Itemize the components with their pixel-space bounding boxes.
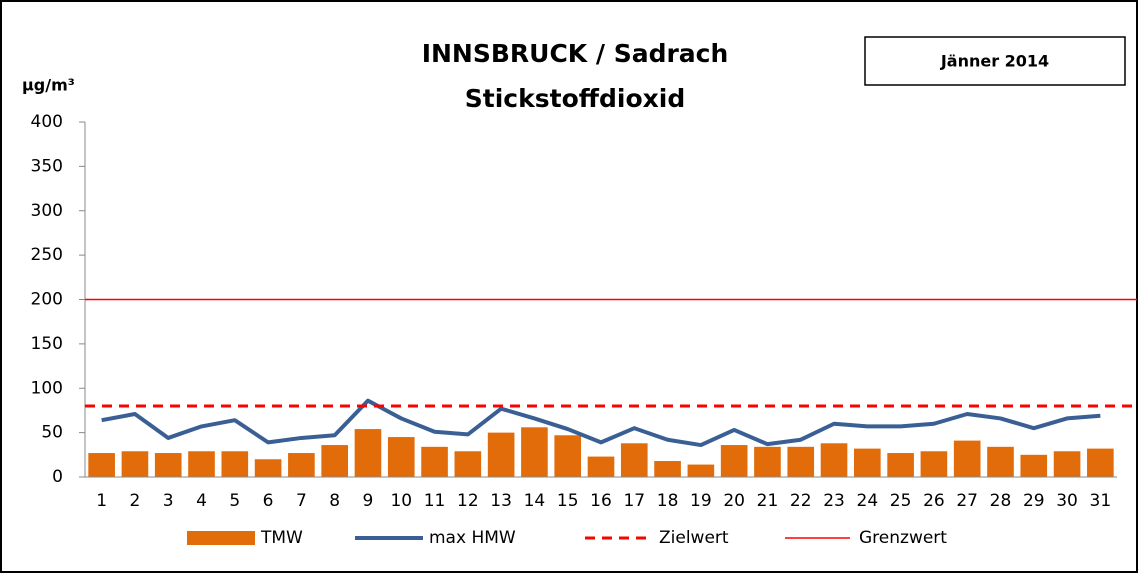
bar: [521, 427, 548, 477]
chart-subtitle: Stickstoffdioxid: [465, 84, 685, 113]
x-tick-label: 30: [1056, 491, 1078, 511]
x-tick-label: 14: [524, 491, 546, 511]
bar: [421, 446, 448, 477]
bar: [154, 453, 182, 477]
y-tick-label: 200: [31, 290, 63, 310]
x-tick-label: 10: [390, 491, 412, 511]
bar: [587, 456, 615, 477]
bar: [820, 443, 848, 477]
bar: [354, 429, 382, 477]
bar: [121, 451, 149, 477]
x-tick-label: 20: [723, 491, 745, 511]
y-tick-label: 350: [31, 156, 63, 176]
bar: [654, 461, 681, 477]
x-tick-label: 18: [657, 491, 679, 511]
bar: [787, 446, 815, 477]
x-tick-label: 24: [857, 491, 879, 511]
y-axis-label: µg/m³: [22, 76, 75, 95]
bar: [254, 459, 282, 477]
legend-label: max HMW: [429, 528, 516, 548]
bar: [720, 445, 748, 477]
bar: [387, 437, 415, 477]
bar: [221, 451, 249, 477]
bar: [487, 432, 515, 477]
x-tick-label: 22: [790, 491, 812, 511]
bar: [687, 464, 715, 477]
y-tick-label: 300: [31, 201, 63, 221]
y-tick-label: 100: [31, 378, 63, 398]
x-tick-label: 5: [229, 491, 240, 511]
x-tick-label: 31: [1090, 491, 1112, 511]
x-tick-label: 1: [96, 491, 107, 511]
bar: [554, 435, 582, 477]
bar: [188, 451, 215, 477]
x-tick-label: 17: [623, 491, 645, 511]
legend-label: Zielwert: [659, 528, 729, 548]
x-tick-label: 23: [823, 491, 845, 511]
x-tick-label: 3: [163, 491, 174, 511]
x-tick-label: 11: [424, 491, 446, 511]
x-tick-label: 28: [990, 491, 1012, 511]
bar: [1053, 451, 1081, 477]
bar: [920, 451, 948, 477]
x-tick-label: 12: [457, 491, 479, 511]
bar: [454, 451, 482, 477]
bar: [987, 446, 1014, 477]
bar: [953, 440, 981, 477]
y-tick-label: 50: [41, 423, 63, 443]
y-tick-label: 250: [31, 245, 63, 265]
chart-title: INNSBRUCK / Sadrach: [422, 39, 729, 68]
x-tick-label: 19: [690, 491, 712, 511]
x-tick-label: 4: [196, 491, 207, 511]
x-tick-label: 27: [956, 491, 978, 511]
x-tick-label: 9: [363, 491, 374, 511]
y-tick-label: 400: [31, 112, 63, 132]
bar: [854, 448, 881, 477]
y-tick-label: 150: [31, 334, 63, 354]
x-tick-label: 15: [557, 491, 579, 511]
legend-label: TMW: [260, 528, 303, 548]
x-tick-label: 16: [590, 491, 612, 511]
bar: [88, 453, 115, 477]
bar: [1020, 454, 1048, 477]
period-box: [864, 36, 1126, 86]
line-series: [101, 398, 1101, 448]
legend-label: Grenzwert: [859, 528, 947, 548]
x-tick-label: 8: [329, 491, 340, 511]
x-tick-label: 25: [890, 491, 912, 511]
bar: [754, 446, 781, 477]
x-tick-label: 7: [296, 491, 307, 511]
bar: [288, 453, 315, 477]
y-tick-label: 0: [52, 467, 63, 487]
x-tick-label: 13: [490, 491, 512, 511]
period-label: Jänner 2014: [940, 52, 1049, 71]
x-tick-label: 6: [263, 491, 274, 511]
x-tick-label: 2: [130, 491, 141, 511]
bar: [887, 453, 914, 477]
legend-swatch: [187, 531, 255, 545]
bar: [321, 445, 348, 477]
x-tick-label: 29: [1023, 491, 1045, 511]
x-tick-label: 26: [923, 491, 945, 511]
bar: [1087, 448, 1114, 477]
x-tick-label: 21: [757, 491, 779, 511]
bar: [620, 443, 648, 477]
